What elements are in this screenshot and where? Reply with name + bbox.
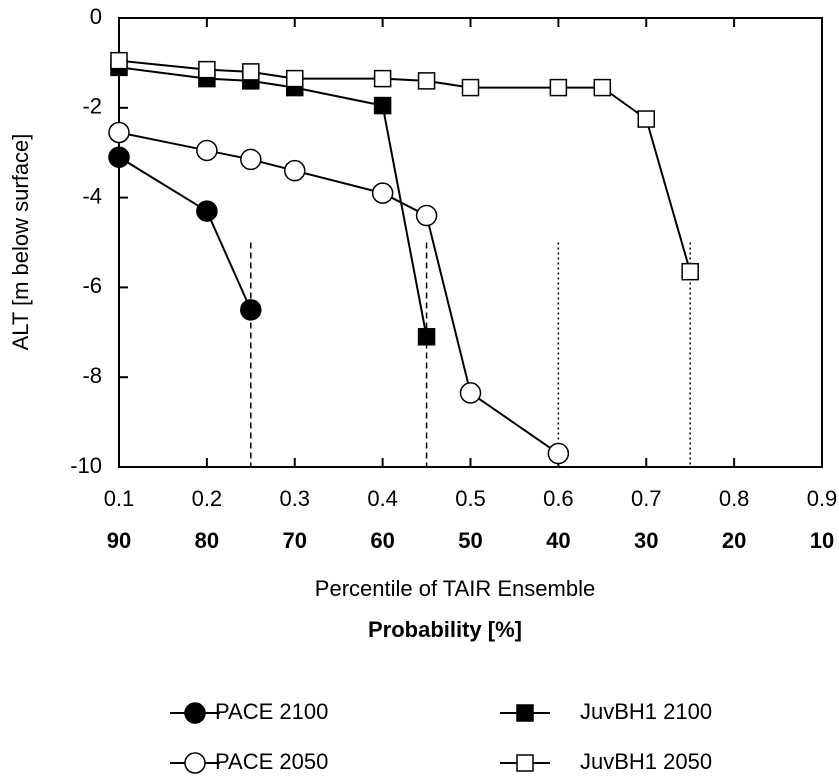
marker [373,69,392,88]
probability-tick-label: 70 [283,528,307,553]
x-tick-label: 0.7 [631,486,662,511]
marker [461,78,480,97]
marker [108,121,130,144]
x-axis-label-2: Probability [%] [368,617,522,642]
y-tick-label: -4 [82,183,102,208]
marker [547,442,570,465]
x-tick-label: 0.2 [192,486,223,511]
marker [108,146,130,168]
marker [286,69,304,88]
marker [681,262,699,281]
marker [549,78,568,97]
marker [196,200,218,222]
legend-label: JuvBH1 2100 [580,699,712,724]
marker [242,63,260,81]
probability-tick-label: 60 [370,528,394,553]
x-tick-label: 0.9 [807,486,838,511]
y-tick-label: -6 [82,273,102,298]
legend-marker [184,702,206,724]
y-tick-label: -2 [82,94,102,119]
probability-tick-label: 90 [107,528,131,553]
marker [637,110,655,128]
probability-tick-label: 80 [195,528,219,553]
x-tick-label: 0.1 [104,486,135,511]
marker [240,299,262,321]
probability-tick-label: 40 [546,528,570,553]
legend-label: JuvBH1 2050 [580,749,712,774]
series-line [118,66,428,337]
y-axis-label: ALT [m below surface] [8,134,33,351]
y-tick-label: 0 [90,4,102,29]
marker [417,328,436,346]
marker [284,159,306,182]
series-line [118,156,252,311]
marker [371,182,394,204]
legend-marker [516,704,534,722]
marker [110,51,128,70]
x-tick-label: 0.3 [279,486,310,511]
legend-label: PACE 2050 [215,749,328,774]
marker [196,139,218,162]
x-tick-label: 0.5 [455,486,486,511]
probability-tick-label: 30 [634,528,658,553]
y-tick-label: -8 [82,363,102,388]
marker [459,382,482,404]
legend-label: PACE 2100 [215,699,328,724]
marker [593,78,612,97]
legend-marker [184,752,206,774]
marker [417,72,436,90]
probability-tick-label: 20 [722,528,746,553]
series-line [118,131,559,455]
probability-tick-label: 10 [810,528,834,553]
marker [198,60,216,79]
probability-tick-label: 50 [458,528,482,553]
x-tick-label: 0.8 [719,486,750,511]
marker [240,148,262,171]
y-tick-label: -10 [70,453,102,478]
marker [373,96,392,115]
x-tick-label: 0.6 [543,486,574,511]
x-axis-label: Percentile of TAIR Ensemble [315,576,595,601]
legend-marker [516,754,534,772]
marker [415,204,438,227]
x-tick-label: 0.4 [367,486,398,511]
